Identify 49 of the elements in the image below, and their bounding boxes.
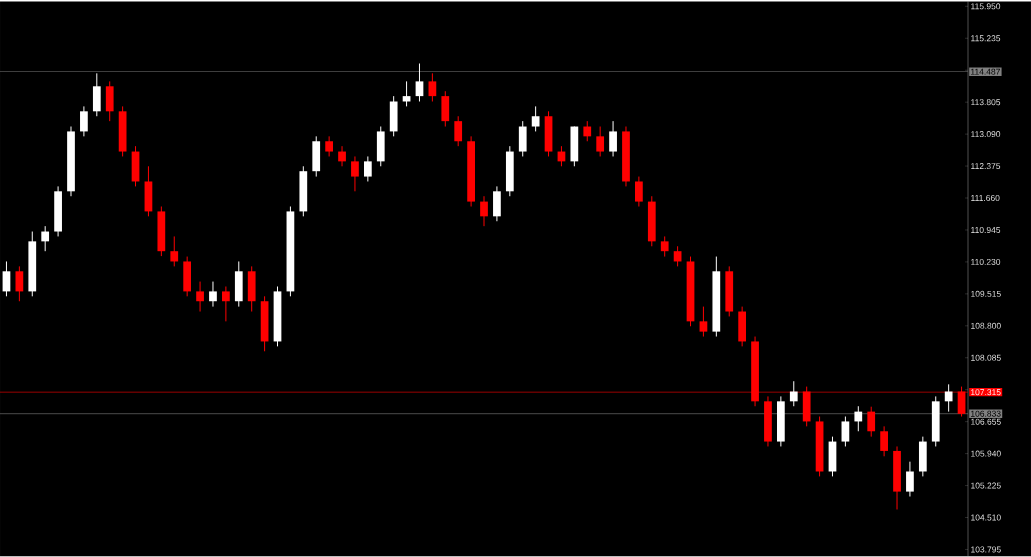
- candlestick: [480, 195, 488, 227]
- candlestick: [2, 261, 11, 298]
- candlestick: [596, 126, 605, 158]
- y-tick-label: 110.230: [971, 259, 1001, 266]
- candlestick: [338, 145, 346, 167]
- candlestick: [789, 380, 798, 407]
- candlestick: [428, 73, 437, 103]
- y-tick-label: 115.235: [971, 35, 1001, 42]
- y-tick-label: 105.940: [971, 450, 1001, 457]
- y-tick-label: 110.945: [971, 227, 1001, 234]
- y-tick-label: 111.660: [971, 195, 1000, 202]
- y-tick-label: 112.375: [971, 163, 1001, 170]
- y-tick-label: 105.225: [971, 482, 1001, 489]
- candlestick: [854, 405, 863, 432]
- candlestick: [660, 236, 669, 258]
- candlestick: [222, 286, 230, 323]
- candlestick: [15, 266, 24, 302]
- ref-line-label: 114.487: [971, 68, 1000, 75]
- y-tick-label: 108.800: [971, 323, 1001, 330]
- y-tick-label: 104.510: [971, 514, 1001, 521]
- candlestick: [880, 426, 888, 457]
- candlestick: [363, 156, 372, 183]
- y-tick-label: 106.655: [971, 418, 1001, 425]
- candlestick: [841, 416, 850, 448]
- y-tick-label: 113.090: [971, 131, 1001, 138]
- candlestick: [415, 63, 424, 103]
- candlestick: [80, 106, 88, 138]
- ref-line-label: 107.315: [971, 389, 1001, 396]
- candlestick: [583, 120, 592, 142]
- y-tick-label: 113.805: [971, 99, 1001, 106]
- candlestick: [944, 384, 953, 413]
- candlestick: [531, 106, 540, 133]
- candlestick: [325, 136, 333, 158]
- y-tick-label: 108.085: [971, 354, 1001, 361]
- candlestick: [454, 115, 463, 147]
- y-tick-label: 103.795: [971, 546, 1001, 553]
- candlestick: [41, 225, 50, 252]
- candlestick: [209, 281, 217, 308]
- candlestick: [196, 281, 204, 313]
- candlestick: [906, 461, 914, 498]
- candlestick: [609, 120, 617, 158]
- ref-line-label: 106.833: [971, 410, 1001, 417]
- y-tick-label: 109.515: [971, 291, 1001, 298]
- candlestick: [867, 406, 876, 438]
- candlestick: [170, 236, 179, 268]
- candlestick: [699, 306, 708, 338]
- y-tick-label: 115.950: [971, 3, 1001, 10]
- candlestick: [635, 176, 643, 208]
- candlestick: [351, 156, 359, 193]
